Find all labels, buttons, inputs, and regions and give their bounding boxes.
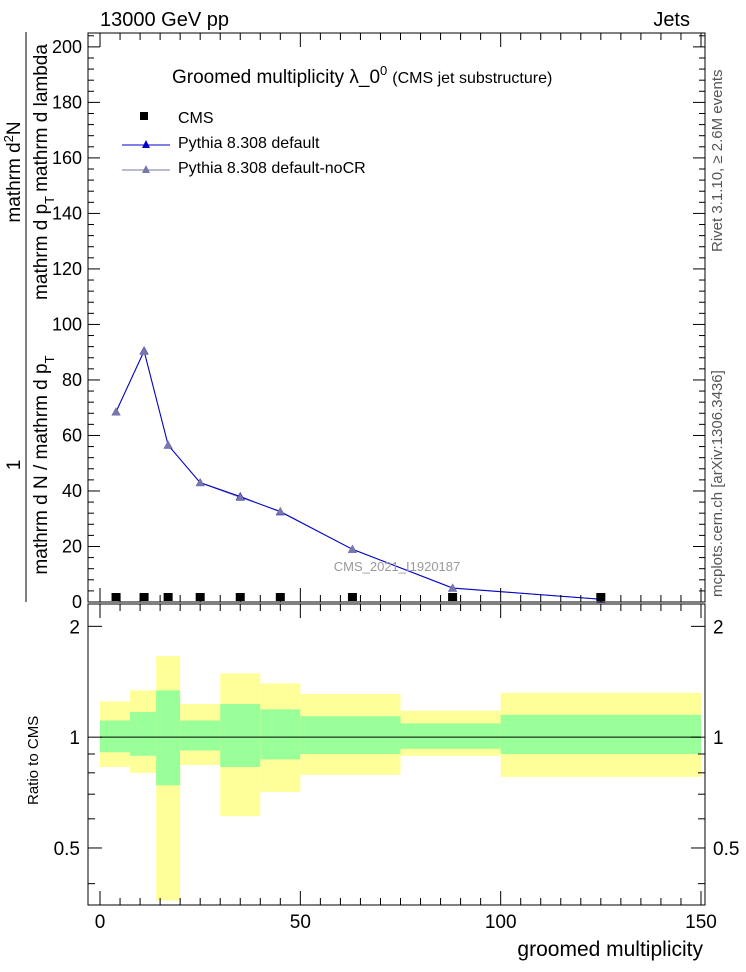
ratio-inner-uncertainty-band [100, 720, 131, 753]
legend-pythia-default-marker [142, 140, 150, 148]
main-y-tick-label: 0 [72, 592, 82, 612]
y-label-numerator-top: mathrm d2N [1, 121, 25, 222]
y-label-num-a: mathrm d [4, 142, 25, 222]
ratio-inner-uncertainty-band [156, 690, 181, 786]
y-label-numerator-bottom: mathrm d pTmathrm d lambda [31, 44, 57, 300]
cms-data-point [448, 593, 458, 601]
main-plot-frame [87, 32, 706, 603]
legend: CMS Pythia 8.308 default Pythia 8.308 de… [122, 110, 366, 177]
y-label-den-sub: T [42, 355, 57, 363]
ratio-inner-uncertainty-band [400, 723, 501, 749]
main-y-axis-label: 1 mathrm d N / mathrm d pT mathrm d2N ma… [1, 32, 57, 602]
energy-label: 13000 GeV pp [100, 9, 229, 31]
main-y-tick-label: 200 [52, 37, 82, 57]
ratio-inner-uncertainty-band [130, 712, 157, 756]
main-y-tick-label: 180 [52, 92, 82, 112]
ratio-y-tick-label-right: 1 [713, 728, 724, 749]
pythia-nocr-point [139, 346, 149, 355]
process-label: Jets [653, 9, 690, 31]
main-y-tick-label: 120 [52, 259, 82, 279]
y-label-num-b: N [4, 121, 25, 135]
ratio-y-tick-label: 2 [69, 617, 80, 638]
legend-cms-marker [140, 112, 148, 120]
x-tick-label: 50 [290, 912, 311, 933]
main-y-tick-label: 60 [62, 425, 82, 445]
mcplots-label: mcplots.cern.ch [arXiv:1306.3436] [709, 370, 726, 597]
x-tick-label: 0 [95, 912, 106, 933]
legend-pythia-default-label: Pythia 8.308 default [178, 135, 320, 152]
cms-data-point [139, 593, 149, 601]
analysis-watermark: CMS_2021_I1920187 [334, 559, 461, 574]
ratio-y-tick-label: 0.5 [54, 839, 80, 860]
x-axis-label: groomed multiplicity [517, 938, 703, 961]
ratio-y-tick-label-right: 0.5 [713, 839, 739, 860]
plot-title-superscript: 0 [380, 63, 387, 78]
ratio-inner-uncertainty-band [180, 720, 221, 751]
plot-title-suffix: (CMS jet substructure) [392, 70, 552, 87]
rivet-version-label: Rivet 3.1.10, ≥ 2.6M events [709, 70, 726, 253]
pythia-nocr-point [448, 583, 458, 592]
x-tick-label: 100 [485, 912, 517, 933]
ratio-inner-uncertainty-band [300, 716, 401, 755]
main-y-tick-label: 40 [62, 481, 82, 501]
plot-title: Groomed multiplicity λ_00 (CMS jet substr… [172, 63, 552, 88]
pythia-nocr-point [235, 492, 245, 501]
y-label-num-sup: 2 [1, 135, 16, 142]
y-label-den-text: mathrm d N / mathrm d p [31, 363, 52, 574]
main-y-tick-label: 80 [62, 370, 82, 390]
cms-data-point [111, 593, 121, 601]
cms-data-point [163, 593, 173, 601]
pythia-nocr-point [195, 478, 205, 487]
y-label-num-c: mathrm d p [31, 204, 52, 300]
legend-cms-label: CMS [178, 110, 214, 127]
ratio-y-tick-label-right: 2 [713, 617, 724, 638]
main-y-tick-label: 20 [62, 536, 82, 556]
ratio-inner-uncertainty-band [500, 714, 701, 755]
ratio-inner-uncertainty-band [260, 709, 301, 760]
pythia-nocr-point [163, 440, 173, 449]
y-label-num-c-sub: T [42, 196, 57, 204]
y-label-denominator: mathrm d N / mathrm d pT [31, 355, 57, 574]
y-label-num-d: mathrm d lambda [31, 44, 52, 192]
pythia-nocr-point [275, 506, 285, 515]
x-tick-label: 150 [685, 912, 717, 933]
main-y-tick-label: 160 [52, 148, 82, 168]
y-label-factor: 1 [4, 460, 25, 471]
ratio-y-axis-label: Ratio to CMS [25, 716, 42, 805]
main-y-tick-label: 140 [52, 203, 82, 223]
legend-pythia-nocr-marker [142, 165, 150, 173]
plot-title-main: Groomed multiplicity λ_0 [172, 67, 380, 88]
main-y-tick-label: 100 [52, 314, 82, 334]
ratio-plot-panel: 0.5 0.5 1 1 2 2 0 50 100 150 Ratio to CMS groome… [25, 603, 739, 961]
ratio-inner-uncertainty-band [220, 704, 261, 767]
ratio-y-tick-label: 1 [69, 728, 80, 749]
pythia-nocr-point [347, 544, 357, 553]
legend-pythia-nocr-label: Pythia 8.308 default-noCR [178, 160, 366, 177]
cms-data-point [347, 593, 357, 601]
pythia-nocr-point [111, 407, 121, 416]
